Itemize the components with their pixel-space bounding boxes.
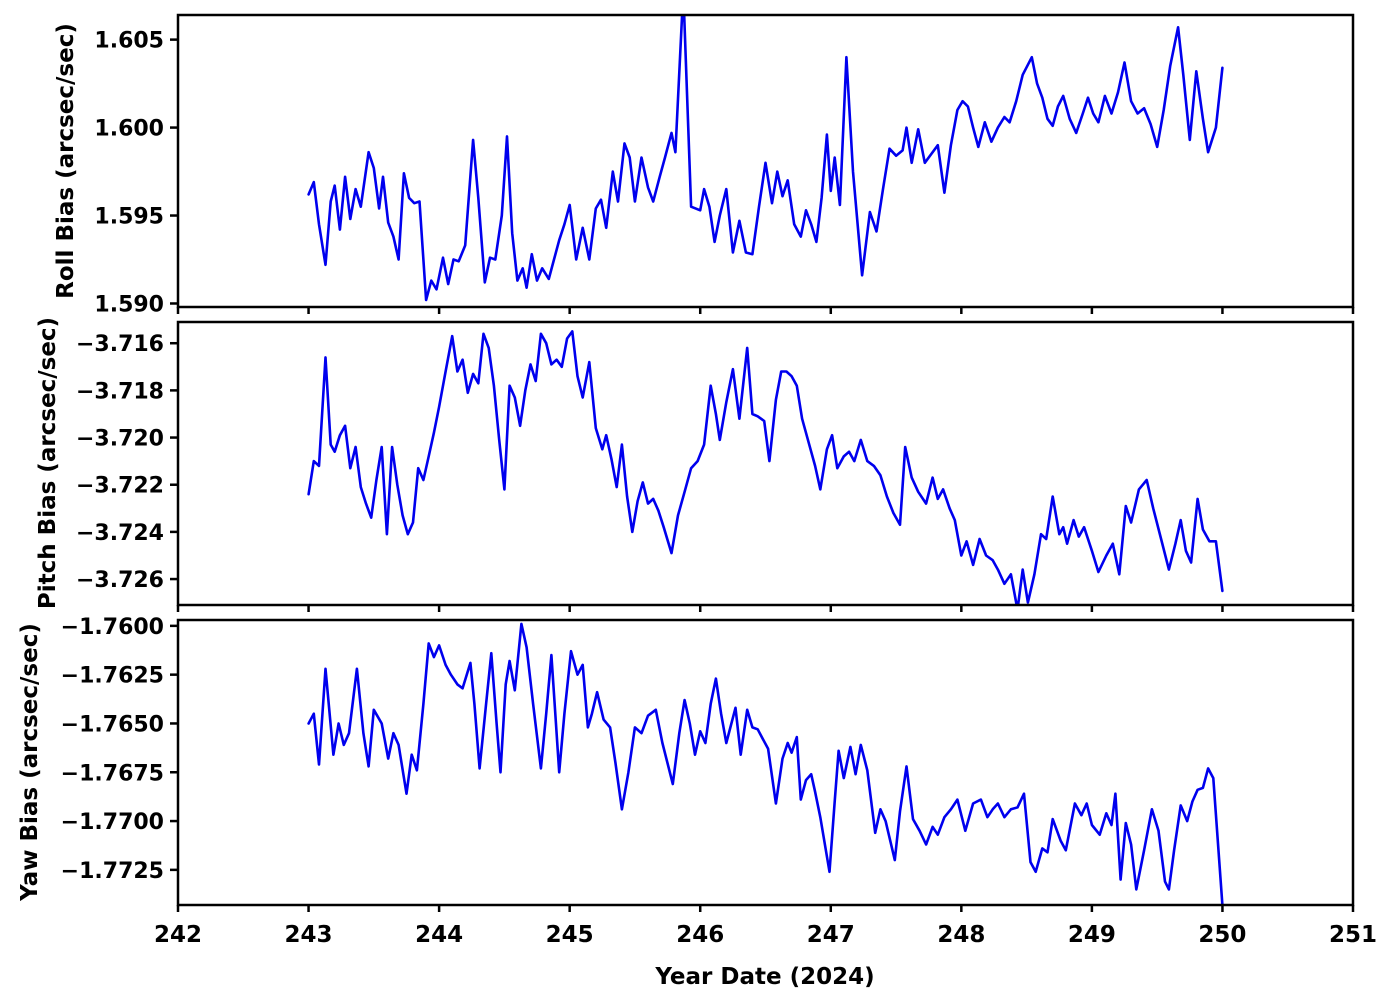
x-tick-label: 245 xyxy=(546,922,594,948)
y-tick-label: −1.7650 xyxy=(61,712,164,737)
yaw-bias-panel xyxy=(176,618,1355,907)
x-tick-label: 242 xyxy=(154,922,202,948)
x-tick-label: 250 xyxy=(1198,922,1246,948)
y-tick-label: 1.590 xyxy=(94,292,164,317)
pitch-bias-line xyxy=(307,330,1224,605)
x-tick-label: 248 xyxy=(937,922,985,948)
pitch-bias-panel xyxy=(176,320,1355,607)
y-tick-label: −1.7625 xyxy=(61,664,164,689)
roll-bias-panel xyxy=(176,13,1355,309)
y-tick-label: −3.716 xyxy=(76,332,164,357)
yaw-bias-line xyxy=(307,622,1224,905)
y-tick-label: −1.7675 xyxy=(61,761,164,786)
y-tick-label: 1.595 xyxy=(94,205,164,230)
y-tick-label: −1.7700 xyxy=(61,810,164,835)
y-tick-label: −1.7725 xyxy=(61,859,164,884)
y-tick-label: −3.718 xyxy=(76,379,164,404)
y-tick-label: −3.724 xyxy=(76,521,164,546)
y-tick-label: −3.726 xyxy=(76,568,164,593)
y-tick-label: −1.7600 xyxy=(61,615,164,640)
roll-bias-line xyxy=(307,15,1224,302)
x-tick-label: 247 xyxy=(807,922,855,948)
x-tick-label: 251 xyxy=(1329,922,1377,948)
x-tick-label: 246 xyxy=(676,922,724,948)
y-tick-label: −3.722 xyxy=(76,474,164,499)
x-tick-label: 243 xyxy=(285,922,333,948)
y-tick-label: −3.720 xyxy=(76,427,164,452)
y-tick-label: 1.605 xyxy=(94,29,164,54)
x-tick-label: 249 xyxy=(1068,922,1116,948)
x-tick-label: 244 xyxy=(415,922,463,948)
y-tick-label: 1.600 xyxy=(94,117,164,142)
